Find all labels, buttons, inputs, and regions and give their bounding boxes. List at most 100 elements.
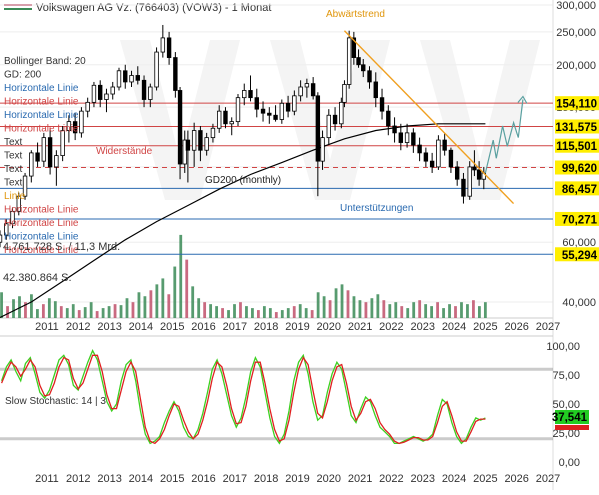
volume-bar (448, 304, 451, 318)
x-tick-label: 2025 (473, 321, 497, 333)
candle-body (66, 121, 72, 131)
stoch-tick-label: 75,00 (552, 370, 580, 382)
chart-title: Volkswagen AG Vz. (766403) (VOW3) - 1 Mo… (36, 2, 271, 14)
volume-bar (161, 278, 165, 318)
candle-body (417, 144, 422, 154)
candle-body (29, 152, 34, 177)
price-tick-label: 300,000 (556, 0, 596, 12)
projection-line (484, 99, 524, 174)
candle-body (177, 90, 183, 165)
candle-body (423, 152, 429, 162)
volume-bar (340, 284, 344, 318)
candle-body (22, 175, 28, 197)
watermark-logo (120, 40, 540, 200)
volume-bar (245, 306, 248, 318)
x-tick-label-stoch: 2023 (411, 473, 435, 485)
candle-body (166, 37, 172, 58)
x-tick-label-stoch: 2020 (317, 473, 341, 485)
annotation-resistance: Widerstände (96, 146, 153, 157)
stoch-tick-label: 100,00 (546, 341, 580, 353)
stoch-badge-label: 37,541 (552, 412, 588, 424)
candle-body (248, 90, 253, 99)
volume-bar (286, 308, 290, 318)
candle-body (346, 37, 352, 85)
volume-bar (155, 284, 159, 318)
candle-body (467, 166, 472, 197)
candle-body (47, 137, 53, 168)
candle-body (367, 70, 372, 83)
legend-item: Linie (4, 191, 26, 202)
candle-body (292, 95, 297, 112)
stoch-tick-label: 50,00 (552, 399, 580, 411)
volume-bar (436, 302, 439, 318)
stoch-badge-bg (555, 410, 589, 424)
volume-bar (268, 308, 272, 318)
volume-bar (167, 294, 171, 318)
candle-body (392, 125, 397, 134)
candle-body (191, 130, 197, 151)
candle-body (60, 130, 65, 156)
volume-bar (322, 296, 326, 318)
volume-bar (483, 302, 487, 318)
price-tick-label: 60,000 (562, 237, 596, 249)
candle-body (0, 234, 3, 243)
candle-body (411, 132, 416, 146)
legend-item: Horizontale Linie (4, 83, 79, 94)
volume-bar (292, 306, 296, 318)
candle-body (229, 121, 234, 125)
x-tick-label: 2019 (285, 321, 309, 333)
x-tick-label: 2013 (97, 321, 121, 333)
volume-bar (280, 310, 284, 318)
volume-label: 4.761.728 S. / 11,3 Mrd. (3, 241, 120, 253)
candle-body (116, 70, 122, 88)
volume-bar (59, 306, 63, 318)
candle-body (110, 86, 115, 95)
candle-body (135, 75, 140, 81)
trendlines (343, 30, 528, 205)
volume-bar (382, 300, 386, 318)
volume-bar (424, 304, 428, 318)
candle-body (79, 110, 84, 134)
volume-bar (430, 306, 434, 318)
candle-body (235, 97, 241, 123)
candle-body (204, 137, 209, 151)
x-tick-label-stoch: 2012 (66, 473, 90, 485)
candle-body (91, 84, 97, 103)
volume-bar (388, 304, 392, 318)
x-tick-label-stoch: 2024 (442, 473, 466, 485)
volume-bar (412, 302, 416, 318)
candle-body (10, 210, 15, 225)
candle-body (242, 90, 247, 99)
volume-bar (131, 302, 135, 318)
volume-bar (119, 305, 123, 318)
price-tick-label: 250,000 (556, 27, 596, 39)
candle-body (41, 137, 47, 162)
legend-item: Horizontale Linie (4, 110, 79, 121)
stoch-axis: 100,00 75,00 50,00 25,00 0,00 (546, 341, 580, 469)
x-tick-label: 2017 (223, 321, 247, 333)
stoch-tick-label: 0,00 (559, 457, 580, 469)
candle-body (85, 101, 90, 112)
candle-body (198, 130, 203, 151)
volume-bar (400, 306, 404, 318)
volume-bar (472, 300, 475, 318)
volume-bar (257, 310, 260, 318)
horizontal-lines (0, 102, 553, 255)
candles (0, 24, 487, 248)
legend: Bollinger Band: 20 GD: 200 Horizontale Lin… (4, 56, 86, 256)
volume-bar (77, 310, 81, 318)
volume-bar (191, 286, 195, 318)
x-tick-label-stoch: 2027 (536, 473, 560, 485)
candle-body (267, 112, 272, 116)
volume-bar (18, 296, 21, 318)
price-badge-bg (555, 119, 599, 134)
volume-bar (233, 304, 236, 318)
price-badge-label: 131,575 (555, 122, 597, 134)
candle-body (361, 64, 366, 72)
x-tick-label-stoch: 2011 (35, 473, 59, 485)
candle-body (223, 110, 228, 125)
volume-bar (227, 310, 230, 318)
candle-body (356, 57, 361, 66)
volume-bar (418, 300, 422, 318)
